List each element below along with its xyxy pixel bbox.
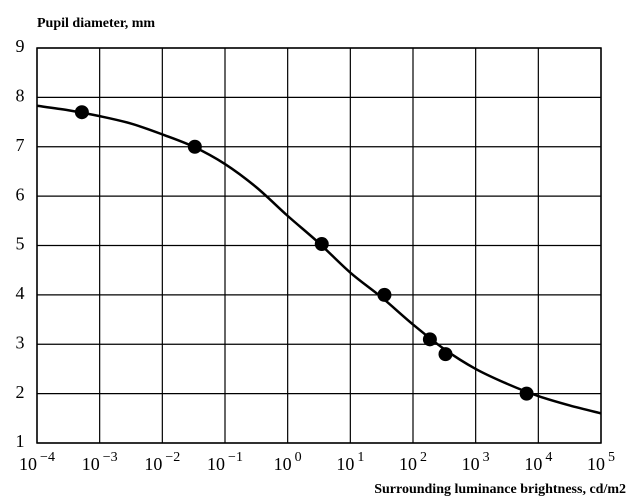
x-tick-label: 10 2: [399, 450, 427, 474]
x-tick-label: 10 −4: [19, 450, 55, 474]
y-axis-title: Pupil diameter, mm: [37, 16, 155, 31]
data-point: [187, 139, 202, 154]
data-point: [377, 287, 392, 302]
curve: [36, 104, 602, 415]
y-tick-label: 3: [16, 332, 25, 352]
x-tick-label: 10 4: [524, 450, 552, 474]
y-tick-label: 8: [16, 86, 25, 106]
y-tick-label: 9: [16, 36, 25, 56]
x-tick-label: 10 −2: [144, 450, 180, 474]
y-tick-label: 4: [16, 283, 25, 303]
x-tick-label: 10 3: [462, 450, 490, 474]
data-point: [314, 237, 329, 252]
x-tick-label: 10 −1: [207, 450, 243, 474]
y-tick-label: 2: [16, 382, 25, 402]
y-tick-label: 6: [16, 184, 25, 204]
data-point: [519, 386, 534, 401]
x-axis-title: Surrounding luminance brightness, cd/m2: [374, 482, 626, 497]
y-tick-label: 5: [16, 234, 25, 254]
x-tick-label: 10 1: [336, 450, 364, 474]
y-tick-label: 7: [16, 135, 25, 155]
y-tick-label: 1: [16, 431, 25, 451]
data-point: [74, 105, 89, 120]
data-point: [422, 332, 437, 347]
plot-frame: [36, 47, 602, 444]
x-tick-label: 10 −3: [82, 450, 118, 474]
x-tick-label: 10 0: [274, 450, 302, 474]
x-tick-label: 10 5: [587, 450, 615, 474]
data-point: [438, 347, 453, 362]
